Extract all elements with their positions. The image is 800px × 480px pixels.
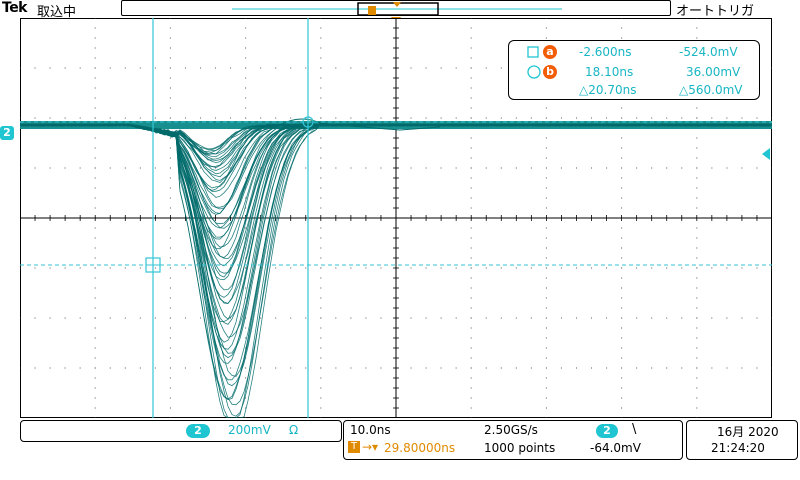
graticule [20, 18, 772, 418]
trigger-arrow-icon: →▾ [362, 440, 379, 454]
waveform-display[interactable] [20, 18, 772, 418]
channel-2-badge: 2 [186, 424, 210, 438]
cursor-b-time: 18.10ns [585, 65, 634, 79]
trigger-mode-label: オートトリガ [676, 4, 755, 19]
trigger-t-icon: T [348, 441, 360, 453]
horizontal-trigger-panel[interactable]: 10.0ns 2.50GS/s 2 \ T →▾ 29.80000ns 1000… [343, 420, 683, 460]
cursor-lines [20, 18, 772, 418]
sample-rate: 2.50GS/s [484, 423, 538, 437]
channel-2-scale: 200mV [228, 423, 271, 437]
cursor-delta-voltage: △560.0mV [679, 83, 743, 97]
channel-2-scale-panel[interactable]: 2 200mV Ω [20, 420, 342, 442]
channel-2-waveform [20, 118, 772, 418]
trigger-position-arrow-icon [392, 1, 402, 7]
cursor-readout-panel: a -2.600ns -524.0mV b 18.10ns 36.00mV △2… [508, 40, 760, 100]
trigger-level-marker-icon[interactable] [760, 145, 770, 164]
trigger-level: -64.0mV [590, 441, 641, 455]
trigger-slope-icon: \ [632, 422, 637, 437]
date-display: 16月 2020 [717, 425, 779, 439]
cursor-b-circle-icon [302, 116, 314, 128]
readout-cursor-b-badge: b [543, 65, 557, 79]
brand-logo: Tek [2, 0, 28, 16]
trigger-position: 29.80000ns [384, 441, 456, 455]
record-overview-bar[interactable] [121, 0, 671, 16]
record-length: 1000 points [484, 441, 556, 455]
cursor-a-voltage: -524.0mV [679, 45, 738, 59]
graticule-grid [20, 18, 772, 418]
readout-cursor-a-badge: a [543, 45, 557, 59]
cursor-a-time: -2.600ns [579, 45, 632, 59]
impedance-omega-icon: Ω [289, 423, 299, 437]
date-time-panel: 16月 2020 21:24:20 [686, 420, 798, 460]
cursor-delta-time: △20.70ns [579, 83, 637, 97]
cursor-b-voltage: 36.00mV [686, 65, 741, 79]
acquisition-state: 取込中 [37, 5, 77, 20]
record-overview-graphic [232, 1, 562, 16]
time-display: 21:24:20 [711, 441, 765, 455]
trigger-source-badge: 2 [596, 424, 618, 438]
trigger-point-icon [368, 6, 376, 15]
cursor-a-square-icon [527, 46, 539, 58]
channel-2-ground-marker[interactable]: 2 [0, 126, 14, 140]
time-per-division: 10.0ns [350, 423, 391, 437]
cursor-b-circle-icon [527, 65, 541, 79]
